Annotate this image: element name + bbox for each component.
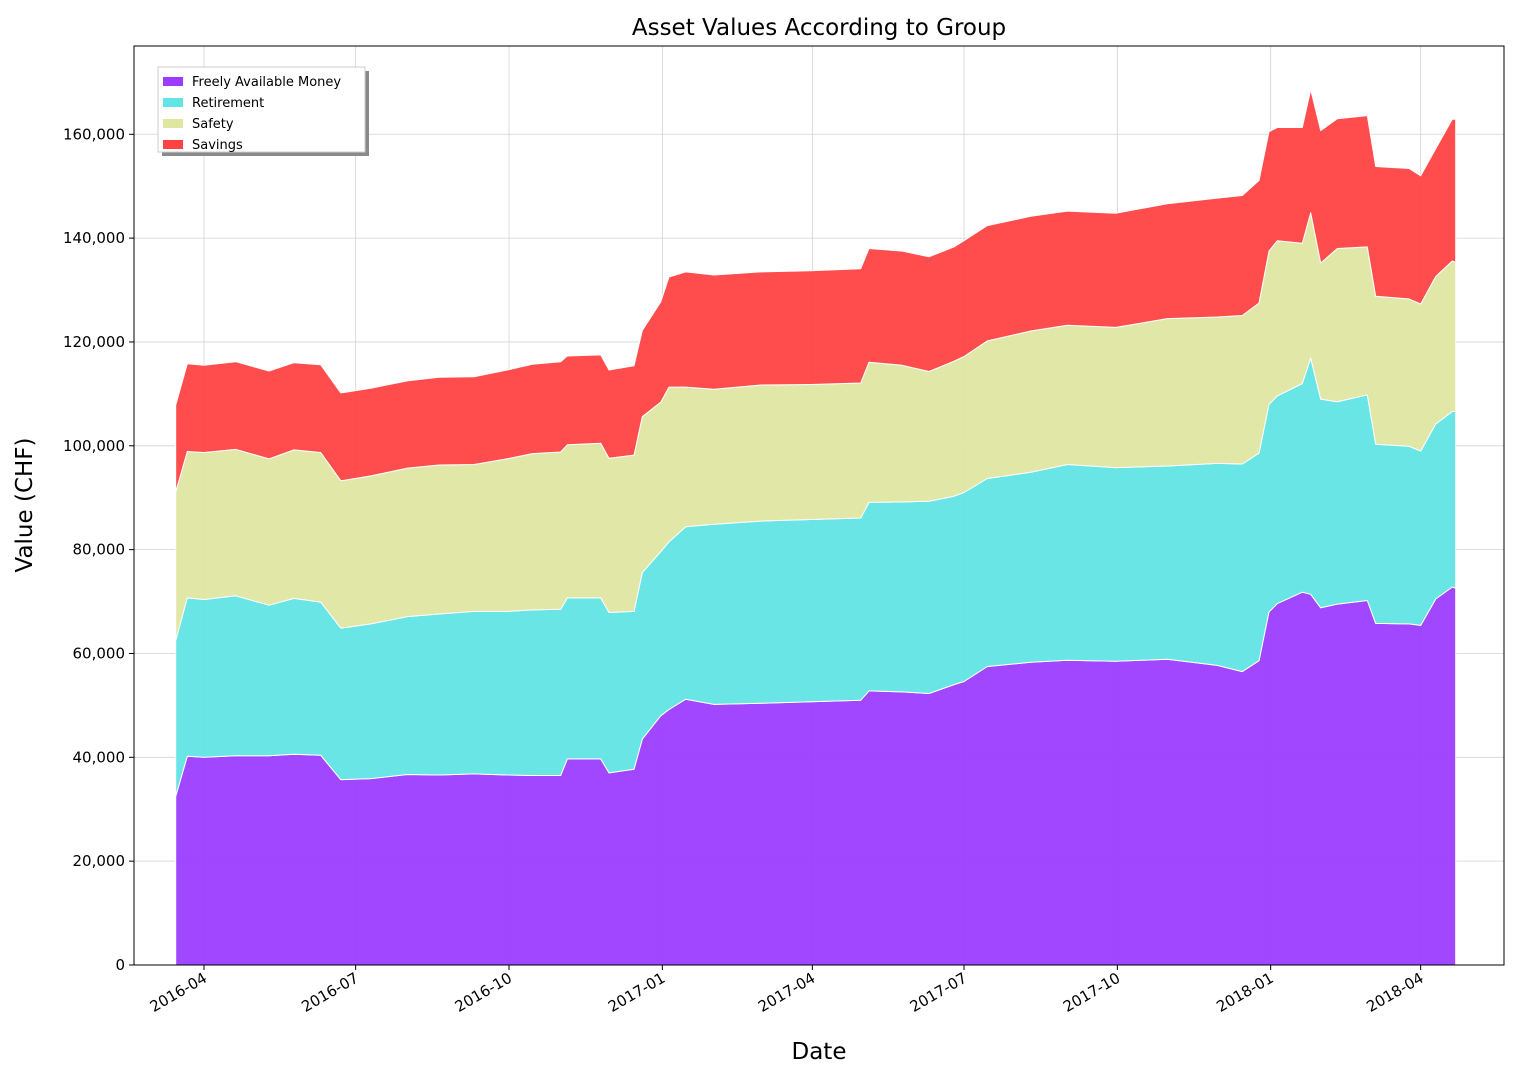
legend-swatch: [163, 140, 183, 149]
legend-swatch: [163, 77, 183, 86]
y-axis: 0 20,000 40,000 60,000 80,000 100,000 120,000 1…: [63, 125, 134, 974]
y-tick-label: 0: [115, 956, 125, 974]
y-tick-label: 160,000: [63, 125, 125, 143]
legend-swatch: [163, 119, 183, 128]
y-tick-label: 120,000: [63, 333, 125, 351]
y-tick-label: 140,000: [63, 229, 125, 247]
legend-box: [157, 66, 366, 153]
y-tick-label: 60,000: [73, 644, 126, 662]
area-savings: [175, 89, 1457, 493]
y-tick-label: 80,000: [73, 541, 126, 559]
chart-title: Asset Values According to Group: [632, 15, 1006, 41]
y-tick-label: 40,000: [73, 748, 126, 766]
legend-label: Savings: [192, 138, 243, 153]
legend-label: Safety: [192, 117, 234, 132]
legend: Freely Available Money Retirement Safety Sa…: [157, 66, 369, 156]
plot-frame: [133, 45, 1505, 966]
y-tick-label: 20,000: [73, 852, 126, 870]
legend-label: Retirement: [192, 96, 264, 111]
y-tick-label: 100,000: [63, 437, 125, 455]
x-axis-label: Date: [792, 1039, 847, 1065]
legend-swatch: [163, 98, 183, 107]
legend-label: Freely Available Money: [192, 75, 341, 90]
y-axis-label: Value (CHF): [12, 437, 38, 572]
